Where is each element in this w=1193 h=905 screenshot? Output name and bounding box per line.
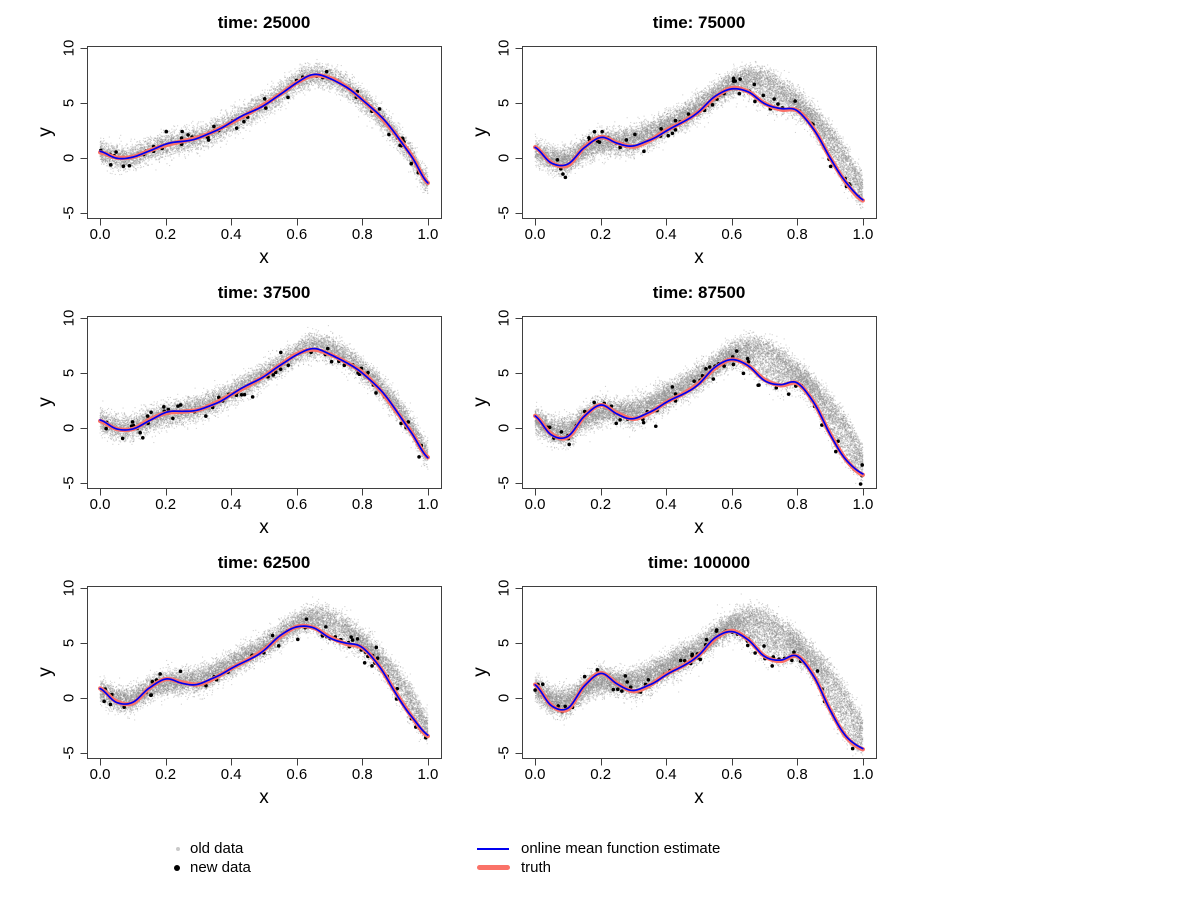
plot-panel: time: 25000 x y 0.0 0.2 0.4 0.6 0.8 1.0 -5 0 5 10 bbox=[10, 0, 445, 270]
x-tick-label: 0.6 bbox=[721, 226, 743, 243]
y-tick-label: -5 bbox=[495, 205, 513, 220]
y-axis-label: y bbox=[470, 127, 491, 137]
y-tick-label: 0 bbox=[495, 153, 513, 162]
x-tick-label: 0.2 bbox=[590, 766, 612, 783]
y-tick-label: -5 bbox=[60, 205, 78, 220]
x-tick-label: 0.8 bbox=[786, 226, 808, 243]
x-tick-label: 0.6 bbox=[721, 496, 743, 513]
y-tick-label: 5 bbox=[60, 368, 78, 378]
x-tick-label: 0.0 bbox=[524, 226, 546, 243]
y-tick-label: 10 bbox=[495, 39, 513, 57]
x-tick-label: 0.0 bbox=[89, 496, 111, 513]
y-tick-label: 0 bbox=[495, 423, 513, 432]
x-tick-label: 0.6 bbox=[286, 226, 308, 243]
x-tick-label: 0.8 bbox=[351, 496, 373, 513]
y-tick-label: 0 bbox=[60, 423, 78, 432]
plot-panel: time: 62500 x y 0.0 0.2 0.4 0.6 0.8 1.0 -5 0 5 10 bbox=[10, 540, 445, 810]
y-tick-label: 0 bbox=[60, 153, 78, 162]
y-tick-label: 10 bbox=[60, 39, 78, 57]
y-tick-label: 5 bbox=[495, 98, 513, 108]
x-tick-label: 0.6 bbox=[721, 766, 743, 783]
y-axis-label: y bbox=[35, 397, 56, 407]
x-tick-label: 0.8 bbox=[351, 766, 373, 783]
y-axis-label: y bbox=[35, 127, 56, 137]
x-tick-label: 0.4 bbox=[220, 496, 242, 513]
x-tick-label: 1.0 bbox=[417, 496, 439, 513]
x-tick-label: 0.2 bbox=[590, 496, 612, 513]
y-tick-label: 10 bbox=[495, 579, 513, 597]
y-axis-label: y bbox=[470, 667, 491, 677]
y-tick-label: 0 bbox=[60, 693, 78, 702]
legend-label: new data bbox=[190, 859, 251, 876]
x-tick-label: 0.2 bbox=[590, 226, 612, 243]
x-tick-label: 0.4 bbox=[220, 766, 242, 783]
x-tick-label: 0.0 bbox=[524, 766, 546, 783]
y-tick-label: -5 bbox=[495, 745, 513, 760]
legend-label: old data bbox=[190, 840, 244, 857]
legend-label: truth bbox=[521, 859, 552, 876]
old-data-point-icon bbox=[176, 847, 180, 851]
y-tick-label: -5 bbox=[60, 745, 78, 760]
x-tick-label: 0.8 bbox=[786, 496, 808, 513]
y-tick-label: 10 bbox=[495, 309, 513, 327]
x-axis-label: x bbox=[694, 787, 704, 808]
x-tick-label: 0.2 bbox=[155, 226, 177, 243]
truth-line-icon bbox=[477, 865, 510, 870]
y-tick-label: 5 bbox=[495, 368, 513, 378]
x-tick-label: 1.0 bbox=[417, 226, 439, 243]
x-tick-label: 0.4 bbox=[655, 496, 677, 513]
x-tick-label: 1.0 bbox=[852, 766, 874, 783]
panel-title: time: 62500 bbox=[217, 553, 311, 572]
x-tick-label: 0.2 bbox=[155, 496, 177, 513]
plot-canvas bbox=[445, 0, 880, 270]
x-axis-label: x bbox=[259, 787, 269, 808]
x-tick-label: 1.0 bbox=[852, 226, 874, 243]
x-axis-label: x bbox=[694, 247, 704, 268]
x-tick-label: 0.4 bbox=[220, 226, 242, 243]
x-tick-label: 1.0 bbox=[852, 496, 874, 513]
new-data-point-icon bbox=[174, 865, 180, 871]
panel-title: time: 25000 bbox=[217, 13, 311, 32]
x-tick-label: 0.2 bbox=[155, 766, 177, 783]
plot-canvas bbox=[10, 540, 445, 810]
x-tick-label: 0.4 bbox=[655, 226, 677, 243]
plot-panel: time: 75000 x y 0.0 0.2 0.4 0.6 0.8 1.0 -5 0 5 10 bbox=[445, 0, 880, 270]
x-tick-label: 0.8 bbox=[786, 766, 808, 783]
y-tick-label: 5 bbox=[495, 638, 513, 648]
panel-title: time: 75000 bbox=[652, 13, 746, 32]
x-tick-label: 0.0 bbox=[89, 226, 111, 243]
y-tick-label: 5 bbox=[60, 638, 78, 648]
estimate-line-icon bbox=[477, 848, 509, 850]
x-tick-label: 0.6 bbox=[286, 766, 308, 783]
plot-canvas bbox=[445, 270, 880, 540]
x-tick-label: 0.6 bbox=[286, 496, 308, 513]
panel-title: time: 37500 bbox=[217, 283, 311, 302]
plot-panel: time: 100000 x y 0.0 0.2 0.4 0.6 0.8 1.0 -5 0 5 1… bbox=[445, 540, 880, 810]
plot-panel: time: 37500 x y 0.0 0.2 0.4 0.6 0.8 1.0 -5 0 5 10 bbox=[10, 270, 445, 540]
x-tick-label: 0.8 bbox=[351, 226, 373, 243]
y-axis-label: y bbox=[35, 667, 56, 677]
legend-label: online mean function estimate bbox=[521, 840, 721, 857]
x-tick-label: 0.0 bbox=[524, 496, 546, 513]
x-axis-label: x bbox=[259, 247, 269, 268]
y-tick-label: 10 bbox=[60, 309, 78, 327]
x-axis-label: x bbox=[259, 517, 269, 538]
plot-canvas bbox=[10, 0, 445, 270]
plot-canvas bbox=[445, 540, 880, 810]
x-tick-label: 0.0 bbox=[89, 766, 111, 783]
y-tick-label: 5 bbox=[60, 98, 78, 108]
x-tick-label: 1.0 bbox=[417, 766, 439, 783]
x-tick-label: 0.4 bbox=[655, 766, 677, 783]
plot-canvas bbox=[10, 270, 445, 540]
plot-panel: time: 87500 x y 0.0 0.2 0.4 0.6 0.8 1.0 -5 0 5 10 bbox=[445, 270, 880, 540]
y-tick-label: 10 bbox=[60, 579, 78, 597]
y-tick-label: -5 bbox=[495, 475, 513, 490]
panel-title: time: 87500 bbox=[652, 283, 746, 302]
panel-title: time: 100000 bbox=[647, 553, 751, 572]
x-axis-label: x bbox=[694, 517, 704, 538]
y-tick-label: 0 bbox=[495, 693, 513, 702]
y-tick-label: -5 bbox=[60, 475, 78, 490]
y-axis-label: y bbox=[470, 397, 491, 407]
